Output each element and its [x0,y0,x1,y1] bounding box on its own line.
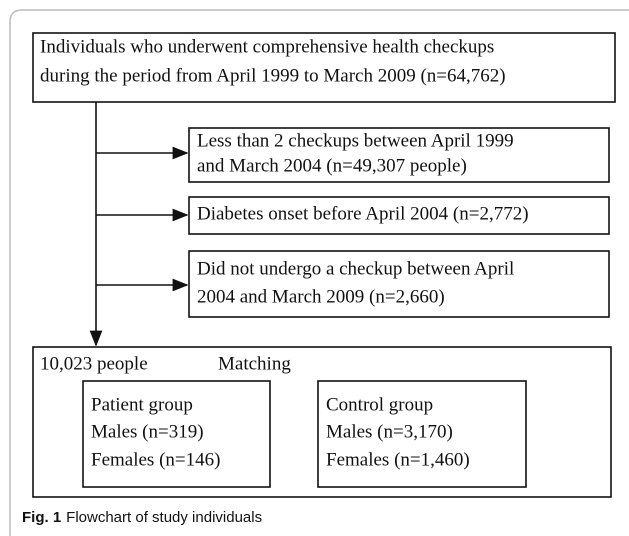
group-text: Patient group [91,394,193,415]
exclusion-text: 2004 and March 2009 (n=2,660) [197,286,445,307]
group-text: Females (n=146) [91,449,220,470]
group-text: Control group [326,394,433,415]
exclusion-box [188,196,610,235]
exclusion-box [188,250,610,318]
result-count: 10,023 people [40,353,148,374]
group-text: Males (n=319) [91,421,204,442]
source-text: Individuals who underwent comprehensive … [40,36,494,57]
source-box [32,32,616,103]
result-method: Matching [218,353,291,374]
source-text: during the period from April 1999 to Mar… [40,65,506,86]
caption-text: Flowchart of study individuals [66,509,262,526]
group-text: Females (n=1,460) [326,449,470,470]
group-box [82,380,271,488]
exclusion-text: Did not undergo a checkup between April [197,258,514,279]
exclusion-text: Less than 2 checkups between April 1999 [197,130,514,151]
caption: Fig. 1 Flowchart of study individuals [22,509,262,526]
group-text: Males (n=3,170) [326,421,453,442]
group-box [317,380,527,488]
exclusion-text: and March 2004 (n=49,307 people) [197,155,467,176]
caption-label: Fig. 1 [22,509,61,526]
exclusion-text: Diabetes onset before April 2004 (n=2,77… [197,203,529,224]
exclusion-box [188,127,610,183]
frame [9,9,629,536]
